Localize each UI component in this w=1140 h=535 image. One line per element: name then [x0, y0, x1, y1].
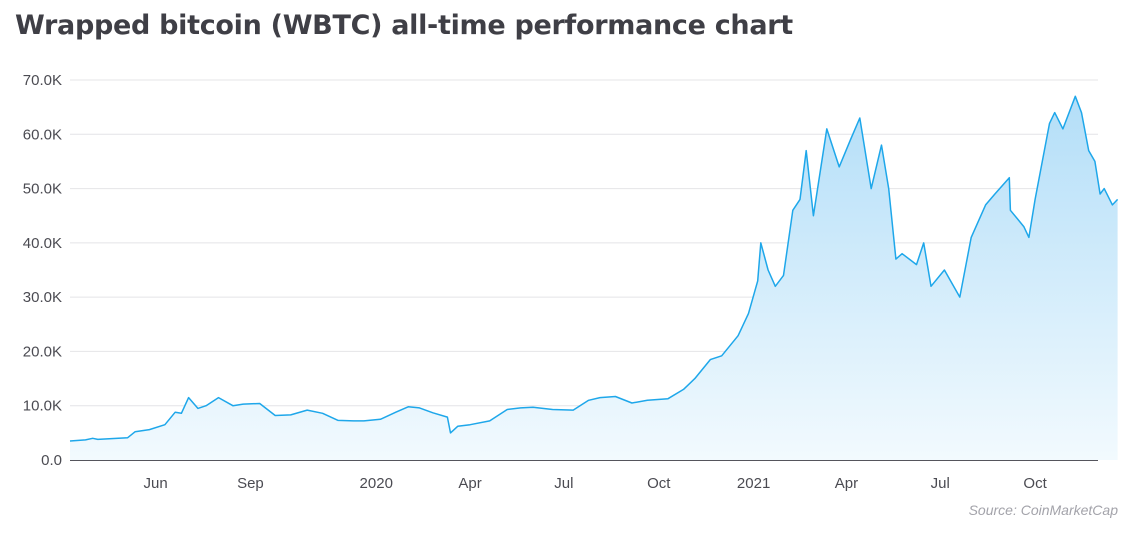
y-tick-label: 30.0K — [23, 289, 62, 306]
x-tick-label: Jul — [554, 475, 573, 492]
chart-title: Wrapped bitcoin (WBTC) all-time performa… — [15, 10, 793, 41]
x-tick-label: Apr — [458, 475, 481, 492]
y-tick-label: 70.0K — [23, 72, 62, 89]
source-note: Source: CoinMarketCap — [968, 502, 1118, 518]
x-tick-label: 2020 — [360, 475, 393, 492]
price-line — [69, 95, 1119, 442]
x-tick-label: Jun — [143, 475, 167, 492]
x-tick-label: Apr — [835, 475, 858, 492]
x-tick-label: Oct — [647, 475, 671, 492]
y-tick-label: 0.0 — [41, 452, 62, 469]
x-tick-label: Jul — [931, 475, 950, 492]
y-tick-label: 60.0K — [23, 126, 62, 143]
y-tick-label: 20.0K — [23, 343, 62, 360]
x-tick-label: Sep — [237, 475, 264, 492]
x-tick-label: 2021 — [737, 475, 770, 492]
x-tick-label: Oct — [1023, 475, 1047, 492]
x-axis-ticks: Jun Sep 2020 Apr Jul Oct 2021 Apr Jul Oct — [143, 475, 1047, 492]
area-fill — [70, 96, 1118, 461]
y-tick-label: 40.0K — [23, 235, 62, 252]
y-axis-ticks: 0.0 10.0K 20.0K 30.0K 40.0K 50.0K 60.0K 70.0K — [23, 72, 62, 469]
y-tick-label: 50.0K — [23, 181, 62, 198]
y-tick-label: 10.0K — [23, 398, 62, 415]
